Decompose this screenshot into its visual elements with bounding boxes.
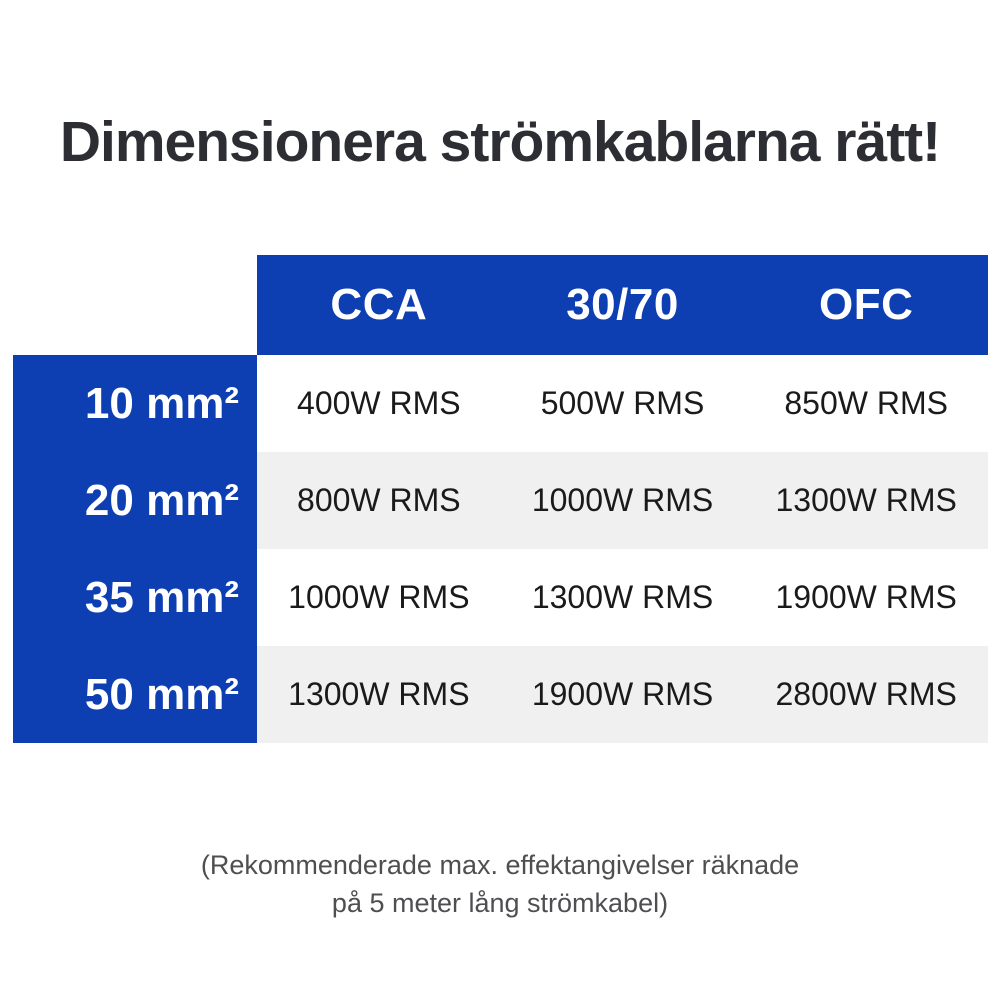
cell-50mm2-3070: 1900W RMS [531,676,714,712]
cell-10mm2-3070: 500W RMS [540,385,705,421]
table-row: 800W RMS 1000W RMS 1300W RMS [257,452,988,549]
footnote-line-2: på 5 meter lång strömkabel) [331,888,669,918]
table-row: 1300W RMS 1900W RMS 2800W RMS [257,646,988,743]
cell-35mm2-ofc: 1900W RMS [775,579,957,615]
column-header-ofc: OFC [818,280,914,329]
row-header-50mm2: 50 mm² [84,670,239,719]
row-header-35mm2: 35 mm² [84,573,239,622]
table-row-header-column: 10 mm² 20 mm² 35 mm² 50 mm² [13,355,257,743]
footnote: (Rekommenderade max. effektangivelser rä… [0,846,1000,922]
row-header-10mm2: 10 mm² [84,379,239,428]
footnote-line-1: (Rekommenderade max. effektangivelser rä… [200,850,800,880]
table-row: 400W RMS 500W RMS 850W RMS [257,355,988,452]
cell-50mm2-ofc: 2800W RMS [775,676,957,712]
cell-20mm2-cca: 800W RMS [297,482,461,518]
cell-50mm2-cca: 1300W RMS [288,676,470,712]
table-column-header-row: CCA 30/70 OFC [257,255,988,355]
row-header-20mm2: 20 mm² [84,476,239,525]
cell-10mm2-ofc: 850W RMS [784,385,948,421]
cell-35mm2-cca: 1000W RMS [288,579,470,615]
cell-20mm2-3070: 1000W RMS [531,482,714,518]
cell-10mm2-cca: 400W RMS [297,385,461,421]
cell-20mm2-ofc: 1300W RMS [775,482,957,518]
table-data-grid: 400W RMS 500W RMS 850W RMS 800W RMS 1000… [257,355,988,743]
table-row: 1000W RMS 1300W RMS 1900W RMS [257,549,988,646]
page-title: Dimensionera strömkablarna rätt! [59,110,941,174]
column-header-30-70: 30/70 [566,280,679,329]
cell-35mm2-3070: 1300W RMS [531,579,714,615]
column-header-cca: CCA [330,280,428,329]
